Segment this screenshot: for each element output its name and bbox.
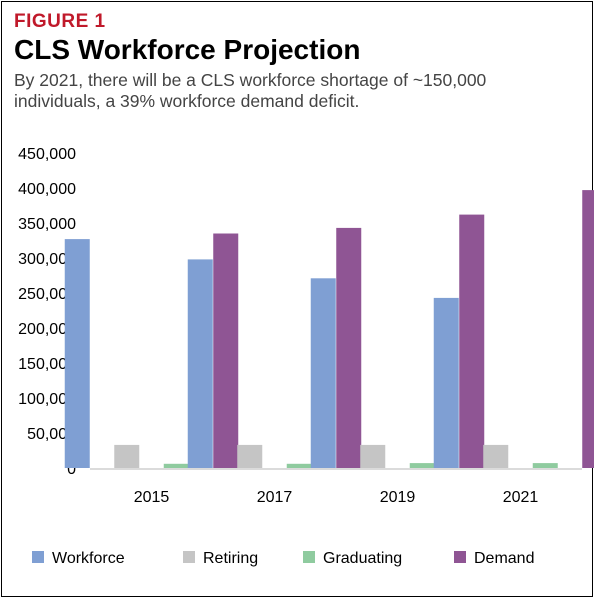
bar-graduating-2021 [532,463,558,468]
y-tick-label: 400,000 [18,181,76,198]
legend-swatch-workforce [32,551,44,563]
bar-workforce-2021 [433,297,459,468]
y-tick-label: 350,000 [18,216,76,233]
legend-label-demand: Demand [474,550,534,567]
y-tick-label: 300,000 [18,251,76,268]
y-tick-label: 450,000 [18,146,76,163]
bar-graduating-2017 [286,463,312,468]
bar-retiring-2017 [237,444,263,468]
y-tick-label: 150,000 [18,356,76,373]
legend-label-graduating: Graduating [323,550,402,567]
y-tick-label: 200,000 [18,321,76,338]
legend-swatch-retiring [183,551,195,563]
bar-retiring-2021 [483,444,509,468]
legend-swatch-graduating [303,551,315,563]
bar-demand-2017 [336,227,362,468]
legend-swatch-demand [454,551,466,563]
bar-graduating-2015 [163,463,189,468]
x-tick-label: 2019 [380,489,416,506]
bar-workforce-2017 [187,259,213,468]
bar-demand-2019 [459,214,485,468]
chart-subtitle: By 2021, there will be a CLS workforce s… [14,70,487,111]
bar-graduating-2019 [409,463,435,468]
x-tick-label: 2017 [257,489,293,506]
legend-label-retiring: Retiring [203,550,258,567]
bar-retiring-2019 [360,444,386,468]
y-tick-label: 50,000 [27,426,76,443]
y-tick-label: 100,000 [18,391,76,408]
x-tick-label: 2021 [503,489,539,506]
chart-title: CLS Workforce Projection [14,34,361,65]
bar-retiring-2015 [114,444,140,468]
x-tick-label: 2015 [134,489,170,506]
y-tick-label: 0 [67,461,76,478]
bar-workforce-2015 [64,239,90,468]
figure-label: FIGURE 1 [14,11,106,32]
bar-demand-2021 [582,190,594,468]
bar-workforce-2019 [310,278,336,468]
y-tick-label: 250,000 [18,286,76,303]
bar-demand-2015 [213,233,239,468]
legend-label-workforce: Workforce [52,550,125,567]
